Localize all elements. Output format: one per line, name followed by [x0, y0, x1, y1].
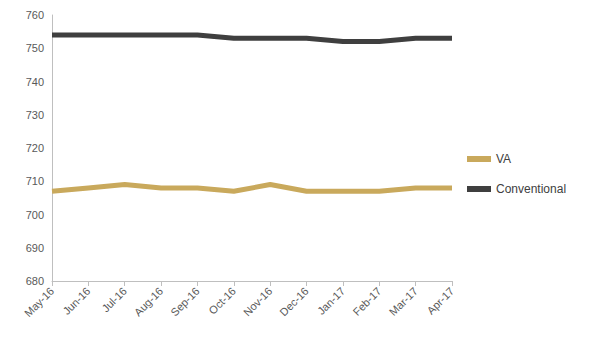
svg-text:Jun-16: Jun-16: [60, 285, 92, 317]
svg-text:700: 700: [26, 209, 44, 221]
svg-text:VA: VA: [496, 152, 511, 166]
svg-text:Nov-16: Nov-16: [241, 285, 275, 319]
svg-text:690: 690: [26, 242, 44, 254]
svg-text:730: 730: [26, 109, 44, 121]
svg-text:710: 710: [26, 175, 44, 187]
svg-text:720: 720: [26, 142, 44, 154]
svg-text:Aug-16: Aug-16: [132, 285, 166, 319]
svg-text:760: 760: [26, 9, 44, 21]
svg-text:Sep-16: Sep-16: [168, 285, 202, 319]
svg-text:Dec-16: Dec-16: [277, 285, 311, 319]
svg-text:May-16: May-16: [22, 285, 56, 319]
svg-text:Apr-17: Apr-17: [424, 285, 456, 317]
svg-text:Mar-17: Mar-17: [387, 285, 420, 318]
svg-text:740: 740: [26, 76, 44, 88]
svg-text:Jan-17: Jan-17: [315, 285, 347, 317]
svg-text:Oct-16: Oct-16: [206, 285, 238, 317]
svg-text:680: 680: [26, 275, 44, 287]
svg-text:Conventional: Conventional: [496, 182, 566, 196]
svg-text:Jul-16: Jul-16: [99, 285, 129, 315]
svg-text:Feb-17: Feb-17: [350, 285, 383, 318]
svg-text:750: 750: [26, 42, 44, 54]
